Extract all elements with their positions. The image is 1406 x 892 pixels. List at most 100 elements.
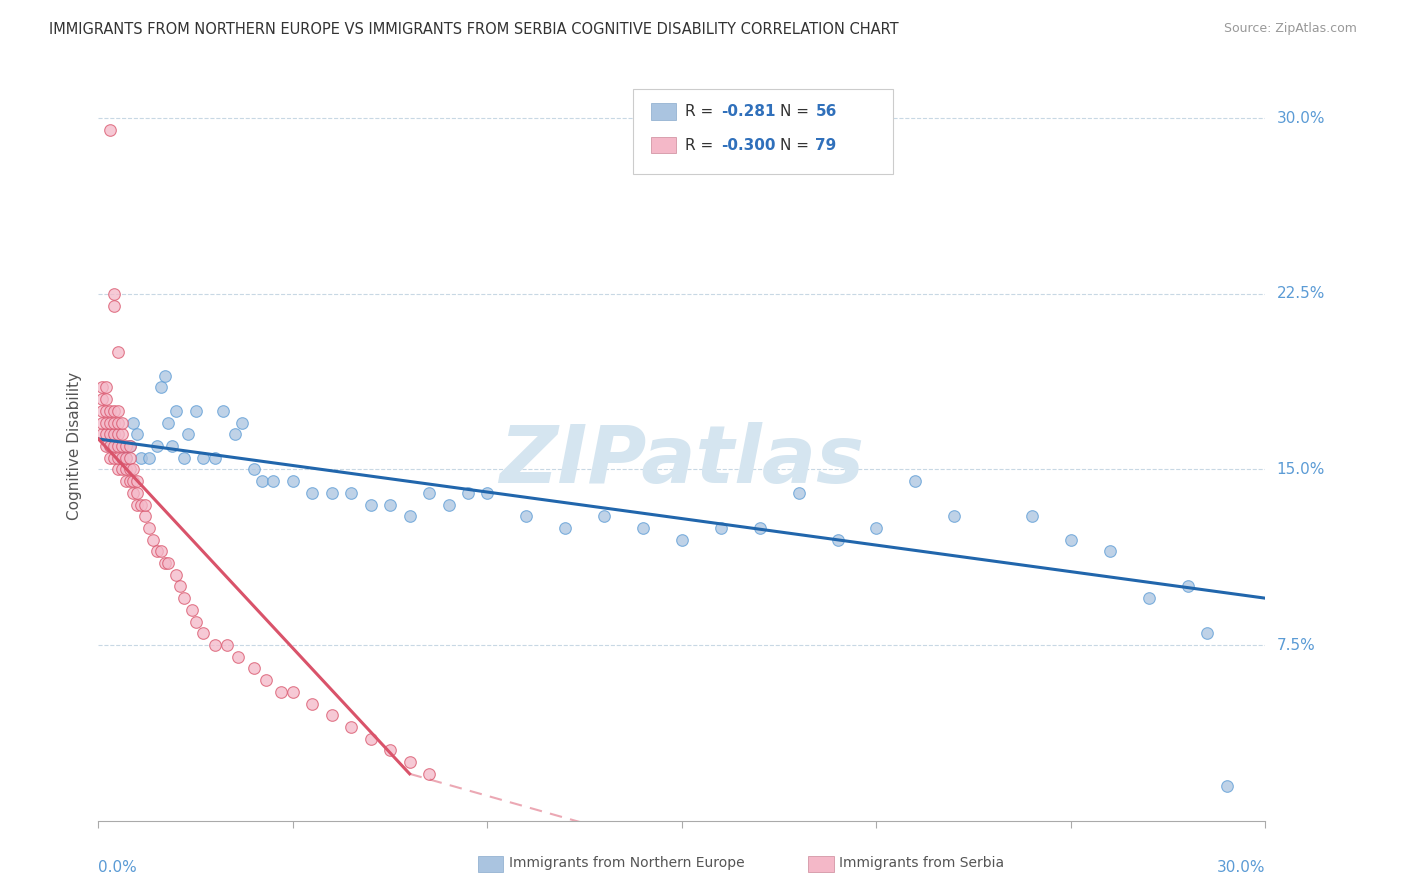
Text: 22.5%: 22.5% xyxy=(1277,286,1324,301)
Point xyxy=(1021,509,1043,524)
Point xyxy=(122,416,145,430)
Text: 79: 79 xyxy=(815,138,837,153)
Point xyxy=(103,286,125,301)
Point xyxy=(1215,779,1237,793)
Point xyxy=(118,439,141,453)
Point xyxy=(111,439,134,453)
Text: R =: R = xyxy=(685,104,718,119)
Point xyxy=(91,404,114,418)
Point xyxy=(146,544,169,558)
Point xyxy=(107,404,129,418)
Text: IMMIGRANTS FROM NORTHERN EUROPE VS IMMIGRANTS FROM SERBIA COGNITIVE DISABILITY C: IMMIGRANTS FROM NORTHERN EUROPE VS IMMIG… xyxy=(49,22,898,37)
Point xyxy=(1195,626,1218,640)
Point xyxy=(250,474,273,488)
Text: ZIPatlas: ZIPatlas xyxy=(499,422,865,500)
Point xyxy=(215,638,238,652)
Text: Immigrants from Serbia: Immigrants from Serbia xyxy=(839,856,1004,871)
Point xyxy=(437,498,460,512)
Point xyxy=(96,427,118,442)
Point xyxy=(631,521,654,535)
Point xyxy=(103,298,125,313)
Point xyxy=(107,427,129,442)
Point xyxy=(111,427,134,442)
Point xyxy=(193,450,215,465)
Point xyxy=(1060,533,1083,547)
Point xyxy=(787,485,810,500)
Point xyxy=(301,697,323,711)
Point xyxy=(107,450,129,465)
Point xyxy=(98,123,121,137)
Point xyxy=(554,521,576,535)
Point xyxy=(515,509,537,524)
Point xyxy=(457,485,479,500)
Point xyxy=(418,767,440,781)
Point xyxy=(114,450,136,465)
Point xyxy=(671,533,693,547)
Point xyxy=(111,416,134,430)
Point xyxy=(129,498,152,512)
Point xyxy=(114,439,136,453)
Point xyxy=(157,416,180,430)
Point xyxy=(173,450,195,465)
Point xyxy=(122,462,145,476)
Point xyxy=(153,368,176,383)
Point xyxy=(114,474,136,488)
Point xyxy=(98,450,121,465)
Point xyxy=(127,427,149,442)
Point xyxy=(111,450,134,465)
Point xyxy=(96,392,118,407)
Point xyxy=(593,509,616,524)
Point xyxy=(254,673,277,688)
Point xyxy=(103,439,125,453)
Point xyxy=(157,556,180,570)
Point xyxy=(98,439,121,453)
Point xyxy=(103,404,125,418)
Point xyxy=(281,685,304,699)
Point xyxy=(127,485,149,500)
Point xyxy=(91,416,114,430)
Point xyxy=(165,404,187,418)
Text: 7.5%: 7.5% xyxy=(1277,638,1315,653)
Point xyxy=(91,427,114,442)
Point xyxy=(710,521,733,535)
Point xyxy=(418,485,440,500)
Point xyxy=(398,509,420,524)
Point xyxy=(103,450,125,465)
Text: N =: N = xyxy=(780,104,814,119)
Point xyxy=(321,485,343,500)
Point xyxy=(103,416,125,430)
Point xyxy=(224,427,246,442)
Point xyxy=(748,521,770,535)
Point xyxy=(149,544,172,558)
Point xyxy=(111,450,134,465)
Point xyxy=(134,509,156,524)
Point xyxy=(177,427,200,442)
Point xyxy=(129,450,152,465)
Point xyxy=(142,533,165,547)
Point xyxy=(107,345,129,359)
Point xyxy=(114,450,136,465)
Point xyxy=(96,416,118,430)
Point xyxy=(127,474,149,488)
Point xyxy=(340,485,363,500)
Point xyxy=(165,567,187,582)
Point xyxy=(1177,580,1199,594)
Point xyxy=(231,416,253,430)
Point xyxy=(1137,591,1160,606)
Point xyxy=(865,521,887,535)
Text: R =: R = xyxy=(685,138,718,153)
Point xyxy=(1098,544,1121,558)
Point xyxy=(321,708,343,723)
Point xyxy=(212,404,235,418)
Point xyxy=(107,416,129,430)
Point xyxy=(281,474,304,488)
Point xyxy=(122,485,145,500)
Point xyxy=(149,380,172,394)
Point xyxy=(118,439,141,453)
Text: 30.0%: 30.0% xyxy=(1277,111,1324,126)
Point xyxy=(114,462,136,476)
Point xyxy=(380,498,402,512)
Point xyxy=(122,474,145,488)
Point xyxy=(184,615,207,629)
Point xyxy=(380,743,402,757)
